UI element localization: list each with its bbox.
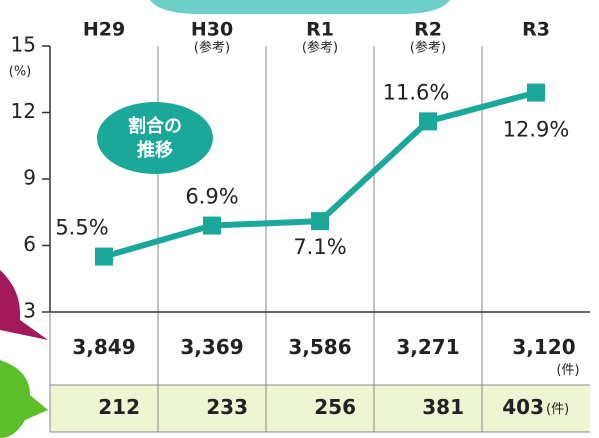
table-cell: 381 — [422, 395, 464, 419]
bubble-green — [0, 360, 48, 438]
annotation: 推移 — [137, 139, 173, 161]
table-cell: 212 — [98, 395, 140, 419]
table-cell: 233 — [206, 395, 248, 419]
value-label: 6.9% — [185, 185, 238, 209]
y-tick-label: 6 — [23, 232, 36, 256]
category-note: (参考) — [410, 40, 446, 56]
y-tick-label: 3 — [23, 299, 36, 323]
table-cell: 3,849 — [72, 335, 135, 359]
y-unit: (%) — [9, 65, 32, 80]
category-note: (参考) — [302, 40, 338, 56]
chart: 3691215(%)H29H30(参考)R1(参考)R2(参考)R3割合の推移5… — [0, 0, 599, 438]
x-tick-label: R2 — [414, 19, 442, 41]
value-label: 12.9% — [503, 118, 570, 142]
marker — [203, 217, 221, 235]
category-note: (参考) — [194, 40, 230, 56]
x-tick-label: R3 — [522, 19, 550, 41]
value-label: 7.1% — [293, 235, 346, 259]
y-tick-label: 12 — [11, 99, 36, 123]
table-cell: 256 — [314, 395, 356, 419]
table-cell: 3,120 — [512, 335, 575, 359]
marker — [95, 248, 113, 266]
table-unit: (件) — [546, 402, 569, 417]
table-cell: 403 — [502, 395, 544, 419]
value-label: 11.6% — [383, 80, 450, 104]
marker — [419, 112, 437, 130]
banner — [150, 0, 450, 14]
table-cell: 3,369 — [180, 335, 243, 359]
value-label: 5.5% — [55, 216, 108, 240]
annotation-oval — [97, 102, 213, 174]
annotation: 割合の — [128, 115, 182, 137]
x-tick-label: H29 — [83, 19, 125, 41]
table-cell: 3,586 — [288, 335, 351, 359]
y-tick-label: 15 — [11, 33, 36, 57]
marker — [527, 84, 545, 102]
x-tick-label: R1 — [306, 19, 334, 41]
table-cell: 3,271 — [396, 335, 459, 359]
y-tick-label: 9 — [23, 166, 36, 190]
marker — [311, 212, 329, 230]
table-unit: (件) — [556, 363, 579, 378]
x-tick-label: H30 — [191, 19, 233, 41]
